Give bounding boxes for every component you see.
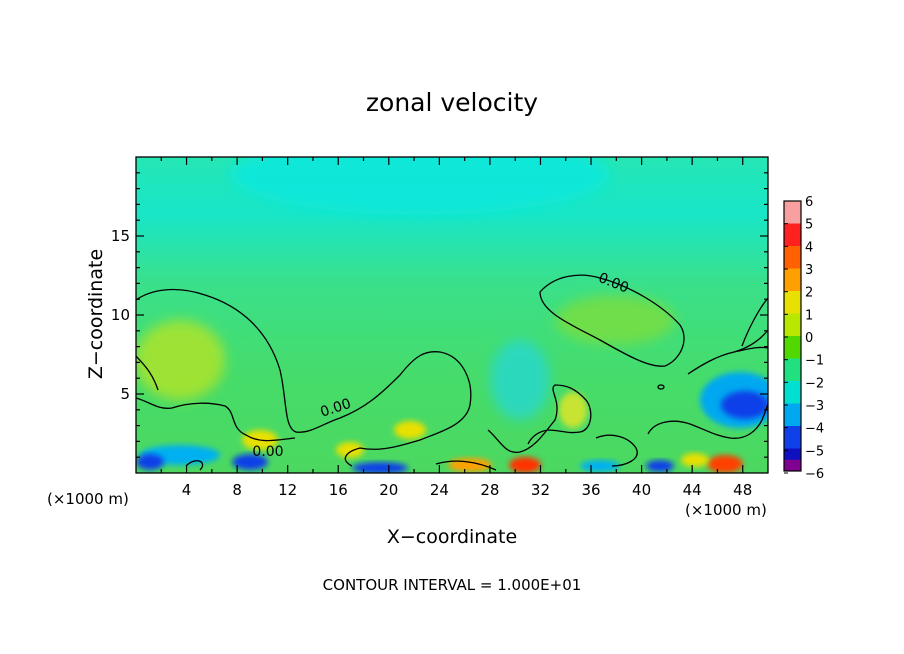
colorbar-segment — [784, 291, 801, 314]
colorbar-tick-label: 2 — [805, 286, 813, 301]
colorbar-segment — [784, 246, 801, 269]
heatmap-field — [136, 157, 768, 473]
x-tick-label: 16 — [329, 481, 348, 499]
colorbar-tick-label: −5 — [805, 444, 824, 459]
colorbar-tick-label: 4 — [805, 240, 813, 255]
contour-line — [595, 434, 638, 467]
colorbar-segment — [784, 426, 801, 449]
colorbar-tick-label: 6 — [805, 195, 813, 210]
colorbar-tick-label: 5 — [805, 218, 813, 233]
colorbar-segment — [784, 313, 801, 336]
x-axis-label: X−coordinate — [386, 526, 518, 548]
contour-line — [136, 288, 472, 467]
colorbar-segment — [784, 459, 801, 471]
x-tick-label: 44 — [683, 481, 702, 499]
contour-line — [539, 274, 685, 367]
x-tick-label: 36 — [581, 481, 600, 499]
x-unit-left: (×1000 m) — [47, 490, 129, 508]
colorbar-segment — [784, 201, 801, 224]
x-tick-label: 24 — [430, 481, 449, 499]
colorbar-tick-label: 1 — [805, 308, 813, 323]
contour-line — [647, 403, 768, 439]
colorbar-tick-label: 3 — [805, 263, 813, 278]
chart-title: zonal velocity — [365, 88, 539, 117]
x-tick-label: 28 — [480, 481, 499, 499]
x-tick-label: 20 — [379, 481, 398, 499]
contour-line — [487, 384, 592, 453]
contour-line — [733, 346, 768, 353]
x-tick-label: 4 — [182, 481, 192, 499]
axis-ticks — [136, 157, 768, 473]
contour-label: 0.00 — [252, 444, 283, 460]
y-axis-label: Z−coordinate — [85, 248, 107, 380]
contour-line — [136, 397, 296, 442]
x-tick-label: 12 — [278, 481, 297, 499]
x-tick-label: 48 — [733, 481, 752, 499]
y-tick-label: 15 — [111, 227, 130, 245]
x-tick-label: 8 — [232, 481, 242, 499]
colorbar-tick-label: −1 — [805, 354, 824, 369]
x-tick-label: 40 — [632, 481, 651, 499]
x-tick-label: 32 — [531, 481, 550, 499]
colorbar-frame — [783, 200, 802, 472]
contour-line — [136, 355, 159, 391]
colorbar-tick-label: 0 — [805, 331, 813, 346]
y-tick-label: 10 — [111, 306, 130, 324]
colorbar-segment — [784, 336, 801, 359]
zero-contours — [136, 274, 768, 471]
colorbar-segment — [784, 381, 801, 404]
colorbar-tick-label: −6 — [805, 467, 824, 482]
colorbar-segment — [784, 448, 801, 460]
colorbar-tick-label: −3 — [805, 399, 824, 414]
contour-line — [185, 460, 204, 471]
colorbar-segment — [784, 358, 801, 381]
colorbar-segment — [784, 223, 801, 246]
colorbar-tick-label: −2 — [805, 376, 824, 391]
colorbar-segment — [784, 268, 801, 291]
contour-line — [741, 297, 768, 347]
contour-interval-note: CONTOUR INTERVAL = 1.000E+01 — [322, 576, 582, 594]
colorbar-segment — [784, 403, 801, 426]
x-unit-right: (×1000 m) — [685, 501, 767, 519]
colorbar: 6 5 4 3 2 1 0 −1 −2 −3 −4 −5 −6 — [783, 195, 824, 482]
colorbar-tick-label: −4 — [805, 422, 824, 437]
y-tick-label: 5 — [120, 385, 130, 403]
contour-line — [435, 460, 497, 471]
